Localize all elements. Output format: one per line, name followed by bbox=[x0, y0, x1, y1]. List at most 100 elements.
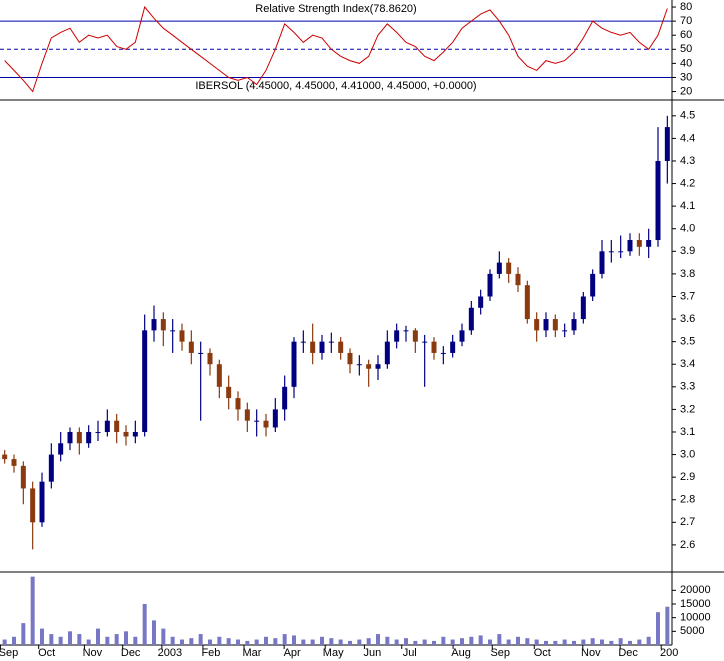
volume-bar bbox=[637, 639, 642, 645]
candle-body bbox=[20, 465, 26, 489]
y-tick-label: 2.9 bbox=[680, 471, 695, 483]
candle-body bbox=[198, 352, 204, 354]
candle-body bbox=[142, 330, 148, 432]
x-tick-label: Oct bbox=[38, 647, 55, 659]
x-tick-label: May bbox=[323, 647, 344, 659]
candle-body bbox=[151, 319, 157, 331]
candle-body bbox=[310, 341, 316, 353]
volume-bar bbox=[152, 620, 156, 645]
candle-body bbox=[319, 341, 325, 353]
x-tick-label: Jun bbox=[364, 647, 382, 659]
candle-body bbox=[366, 364, 372, 369]
volume-bar bbox=[413, 640, 418, 645]
volume-bar bbox=[21, 623, 26, 645]
volume-bar bbox=[282, 634, 287, 645]
x-tick-label: Jul bbox=[403, 647, 417, 659]
volume-bar bbox=[422, 639, 427, 645]
candle-body bbox=[123, 431, 129, 437]
candle-body bbox=[496, 262, 502, 274]
volume-bar bbox=[301, 639, 306, 645]
volume-bar bbox=[553, 640, 558, 645]
volume-bar bbox=[572, 640, 576, 645]
x-tick-label: Aug bbox=[451, 647, 471, 659]
candle-body bbox=[244, 409, 250, 421]
volume-bar bbox=[292, 635, 296, 645]
y-tick-label: 3.7 bbox=[680, 290, 695, 302]
volume-bar bbox=[534, 639, 539, 645]
candle-body bbox=[431, 341, 437, 353]
candle-body bbox=[590, 273, 596, 297]
volume-bar bbox=[86, 639, 91, 645]
volume-bar bbox=[68, 631, 72, 645]
x-tick-label: Feb bbox=[201, 647, 220, 659]
candle-body bbox=[571, 319, 577, 331]
x-tick-label: 200 bbox=[660, 647, 678, 659]
price-title: IBERSOL (4.45000, 4.45000, 4.41000, 4.45… bbox=[195, 80, 476, 92]
volume-bar bbox=[394, 639, 399, 645]
volume-bar bbox=[469, 636, 474, 645]
volume-bar bbox=[310, 639, 315, 645]
volume-bar bbox=[58, 636, 63, 645]
y-tick-label: 4.2 bbox=[680, 177, 695, 189]
candle-body bbox=[2, 454, 8, 460]
y-tick-label: 30 bbox=[680, 71, 692, 83]
y-tick-label: 20 bbox=[680, 85, 692, 97]
volume-bar bbox=[450, 639, 455, 645]
candle-body bbox=[562, 330, 568, 332]
volume-bar bbox=[236, 639, 240, 645]
volume-bar bbox=[506, 639, 511, 645]
candle-body bbox=[76, 431, 82, 444]
volume-bar bbox=[320, 636, 324, 645]
candle-body bbox=[272, 409, 278, 428]
y-tick-label: 60 bbox=[680, 29, 692, 41]
x-tick-label: Dec bbox=[618, 647, 638, 659]
rsi-title: Relative Strength Index(78.8620) bbox=[255, 3, 416, 15]
candle-body bbox=[338, 341, 344, 353]
y-tick-label: 10000 bbox=[680, 612, 711, 624]
candle-body bbox=[207, 352, 213, 365]
volume-bar bbox=[124, 631, 128, 645]
volume-bar bbox=[245, 640, 250, 645]
candle-body bbox=[67, 431, 73, 444]
candle-body bbox=[30, 488, 36, 523]
candle-body bbox=[160, 319, 166, 331]
candle-body bbox=[403, 330, 409, 332]
candle-body bbox=[132, 431, 138, 437]
y-tick-label: 3.5 bbox=[680, 336, 695, 348]
candle-body bbox=[375, 364, 381, 369]
candle-body bbox=[282, 386, 288, 410]
candle-body bbox=[254, 420, 260, 422]
volume-bar bbox=[133, 636, 138, 645]
candle-body bbox=[179, 330, 185, 342]
candle-body bbox=[524, 285, 530, 320]
candle-body bbox=[95, 431, 101, 433]
y-tick-label: 4.1 bbox=[680, 200, 695, 212]
volume-bar bbox=[161, 628, 166, 645]
candle-body bbox=[58, 443, 64, 455]
volume-bar bbox=[665, 606, 670, 645]
volume-bar bbox=[376, 634, 380, 645]
volume-bar bbox=[404, 638, 408, 645]
candle-body bbox=[468, 307, 474, 331]
y-tick-label: 3.1 bbox=[680, 426, 695, 438]
volume-bar bbox=[114, 634, 119, 645]
volume-bar bbox=[516, 636, 520, 645]
candle-body bbox=[440, 352, 446, 354]
volume-bar bbox=[264, 636, 268, 645]
volume-bar bbox=[273, 638, 278, 645]
y-tick-label: 4.0 bbox=[680, 223, 695, 235]
volume-bar bbox=[2, 639, 7, 645]
candle-body bbox=[627, 240, 633, 252]
y-tick-label: 4.4 bbox=[680, 132, 695, 144]
candle-body bbox=[188, 341, 194, 353]
volume-bar bbox=[357, 639, 362, 645]
y-tick-label: 3.4 bbox=[680, 358, 695, 370]
candle-body bbox=[478, 296, 484, 308]
volume-bar bbox=[329, 638, 334, 645]
volume-bar bbox=[12, 636, 16, 645]
volume-bar bbox=[460, 638, 464, 645]
candle-body bbox=[48, 454, 54, 482]
candle-body bbox=[487, 273, 493, 297]
candle-body bbox=[534, 319, 540, 331]
